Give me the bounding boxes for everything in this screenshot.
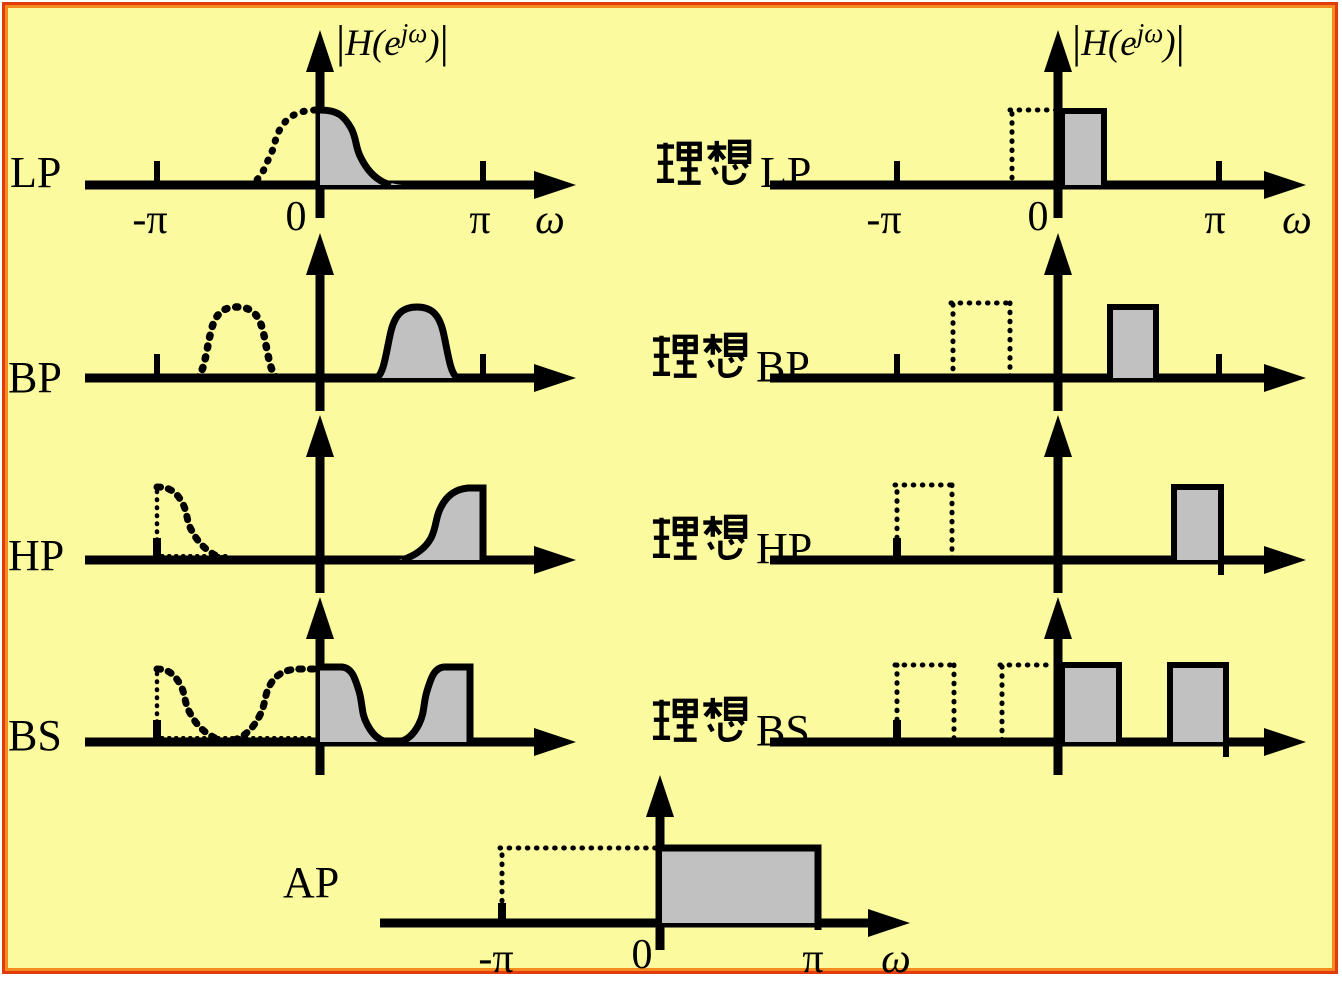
ideal-lp-y-axis-arrow: [1044, 30, 1072, 72]
ideal-lp-row-label-latin: LP: [760, 148, 811, 197]
abs-bar-left: |: [1072, 16, 1081, 67]
panel-bp: BP: [8, 233, 576, 411]
ideal-bp-passband-fill: [1110, 307, 1156, 378]
ideal-lp-passband-outline: [1059, 108, 1107, 185]
ideal-bp-row-label-cjk: [653, 334, 745, 376]
ideal-bs-passband-fill-2: [1170, 665, 1226, 742]
panel-hp: HP: [8, 415, 576, 593]
panel-ideal-hp: HP: [653, 415, 1306, 593]
ideal-bs-passband-fill-1: [1062, 665, 1119, 742]
lp-row-label: LP: [10, 148, 61, 197]
ideal-hp-row-label-latin: HP: [756, 524, 812, 573]
ideal-bs-passband-outline-2: [1167, 662, 1229, 757]
bp-x-axis-arrow: [534, 364, 576, 392]
panel-ideal-bp: BP: [653, 233, 1306, 411]
lp-label-zero: 0: [286, 194, 307, 240]
bs-passband-fill: [320, 667, 470, 742]
ideal-hp-negative-dotted-rect: [892, 482, 955, 561]
ideal-bs-passband-outline-1: [1059, 662, 1122, 742]
bs-y-axis-arrow: [306, 597, 334, 639]
ap-row-label: AP: [283, 858, 339, 907]
hp-negative-dotted-curve: [153, 483, 228, 563]
ideal-lp-negative-dotted-rect: [1007, 107, 1059, 190]
ap-passband-outline: [660, 844, 822, 930]
abs-bar-right: |: [440, 16, 449, 67]
ap-label-zero: 0: [632, 932, 653, 978]
lp-x-axis-arrow: [534, 171, 576, 199]
panel-lp: -π 0 π ω LP |H(ejω)|: [10, 16, 576, 243]
lp-passband-fill: [320, 110, 402, 185]
ideal-hp-y-axis-arrow: [1044, 415, 1072, 457]
ideal-hp-passband-fill: [1174, 487, 1221, 560]
ideal-lp-passband-fill: [1062, 111, 1104, 185]
ap-label-pi: π: [802, 936, 823, 982]
ap-y-axis-arrow: [646, 775, 674, 817]
panel-ideal-bs: BS: [653, 597, 1306, 775]
lp-label-neg-pi: -π: [132, 197, 167, 243]
ap-x-axis-arrow: [868, 909, 910, 937]
ideal-bp-negative-dotted-rect: [948, 300, 1013, 381]
hp-y-axis-arrow: [306, 415, 334, 457]
ideal-lp-label-pi: π: [1204, 197, 1225, 243]
ideal-hp-passband-outline: [1171, 484, 1224, 575]
hp-passband-curve: [400, 484, 487, 564]
ideal-lp-row-label-cjk: [657, 141, 749, 183]
ideal-bp-passband-outline: [1107, 304, 1159, 378]
lp-label-pi: π: [469, 197, 490, 243]
ideal-hp-row-label-cjk: [653, 516, 745, 558]
ideal-bs-y-axis-arrow: [1044, 597, 1072, 639]
ideal-bs-dotted-rect-2: [997, 662, 1057, 743]
ideal-bs-row-label-latin: BS: [756, 706, 810, 755]
bs-negative-dotted-curve-left: [153, 665, 224, 744]
bs-x-axis-arrow: [534, 728, 576, 756]
ap-negative-dotted-rect: [497, 845, 659, 904]
bs-passband-curve: [320, 663, 474, 746]
bp-row-label: BP: [8, 353, 62, 402]
bs-row-label: BS: [8, 711, 62, 760]
ideal-lp-magnitude-label: |H(ejω)|: [1072, 16, 1185, 67]
lp-label-omega: ω: [535, 197, 565, 243]
lp-y-axis-arrow: [306, 30, 334, 72]
ap-label-neg-pi: -π: [478, 936, 513, 982]
bs-negative-dotted-curve-right: [230, 665, 322, 744]
ideal-hp-x-axis-arrow: [1264, 546, 1306, 574]
panel-ideal-lp: -π 0 π ω LP |H(ejω)|: [657, 16, 1312, 243]
bp-negative-dotted-bell: [192, 303, 282, 382]
abs-bar-right: |: [1176, 16, 1185, 67]
ideal-bs-x-axis-arrow: [1264, 728, 1306, 756]
panel-ap: -π 0 π ω AP: [283, 775, 911, 982]
ideal-lp-x-axis-arrow: [1264, 171, 1306, 199]
hp-passband-fill: [399, 488, 483, 560]
ideal-bp-row-label-latin: BP: [756, 342, 810, 391]
panel-bs: BS: [8, 597, 576, 775]
ideal-bp-y-axis-arrow: [1044, 233, 1072, 275]
ideal-bs-row-label-cjk: [653, 698, 745, 740]
lp-passband-curve: [319, 106, 393, 189]
lp-negative-dotted-curve: [244, 106, 322, 189]
bp-passband-curve: [373, 303, 461, 382]
ap-passband-fill: [662, 848, 818, 923]
abs-bar-left: |: [336, 16, 345, 67]
ideal-lp-label-omega: ω: [1282, 197, 1312, 243]
lp-magnitude-label: |H(ejω)|: [336, 16, 449, 67]
ideal-bp-x-axis-arrow: [1264, 364, 1306, 392]
hp-row-label: HP: [8, 531, 64, 580]
ap-label-omega: ω: [881, 936, 911, 982]
hp-x-axis-arrow: [534, 546, 576, 574]
bp-y-axis-arrow: [306, 233, 334, 275]
ideal-lp-label-neg-pi: -π: [866, 197, 901, 243]
ideal-bs-dotted-rect-1: [892, 662, 957, 743]
ideal-lp-label-zero: 0: [1028, 194, 1049, 240]
